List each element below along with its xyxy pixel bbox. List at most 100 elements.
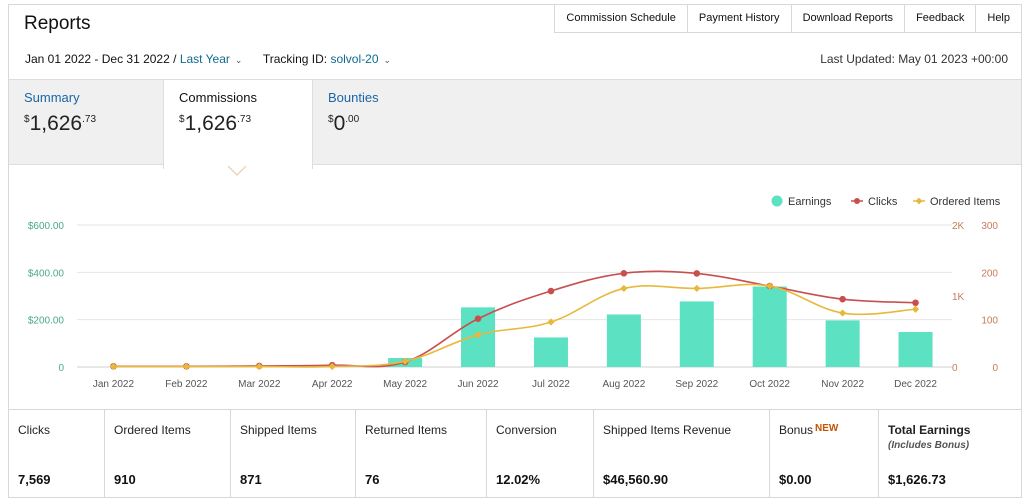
stat-ordered-items: Ordered Items 910 (104, 410, 230, 498)
filter-bar: Jan 01 2022 - Dec 31 2022 / Last Year ⌄ T… (25, 52, 391, 66)
stat-returned-items: Returned Items 76 (355, 410, 486, 498)
earnings-bar (825, 320, 860, 367)
ordered-items-point (255, 362, 263, 371)
tracking-id-label: Tracking ID: (262, 52, 328, 66)
left-axis-tick: 0 (58, 363, 64, 374)
right-axis-items-tick: 200 (981, 268, 998, 279)
period-dropdown[interactable]: Last Year ⌄ (180, 52, 243, 66)
ordered-items-point (547, 318, 555, 326)
tab-summary-label[interactable]: Summary (24, 90, 80, 105)
reports-panel: Reports Commission Schedule Payment Hist… (8, 4, 1022, 498)
x-axis-tick: Jan 2022 (93, 379, 135, 390)
new-badge: NEW (815, 423, 839, 434)
stat-returned-items-value: 76 (365, 472, 380, 487)
stat-clicks: Clicks 7,569 (9, 410, 104, 498)
right-axis-items-tick: 300 (981, 221, 998, 232)
nav-payment-history[interactable]: Payment History (686, 5, 791, 32)
x-axis-tick: Aug 2022 (602, 379, 645, 390)
nav-feedback[interactable]: Feedback (904, 5, 975, 32)
ordered-items-line (113, 283, 916, 368)
stat-returned-items-label: Returned Items (365, 423, 448, 437)
ordered-items-point (839, 309, 847, 317)
legend-clicks-swatch-dot (854, 198, 860, 204)
stat-total-earnings: Total Earnings (Includes Bonus) $1,626.7… (878, 410, 1021, 498)
earnings-bar (606, 314, 641, 367)
ordered-items-point (328, 362, 336, 371)
stat-clicks-value: 7,569 (18, 472, 51, 487)
stat-clicks-label: Clicks (18, 423, 50, 437)
active-tab-caret-icon (227, 165, 247, 176)
tab-commissions[interactable]: Commissions $1,626.73 (163, 80, 313, 169)
stat-ordered-items-label: Ordered Items (114, 423, 191, 437)
stat-shipped-revenue-value: $46,560.90 (603, 472, 669, 487)
tab-bounties-label[interactable]: Bounties (328, 90, 379, 105)
x-axis-tick: Apr 2022 (312, 379, 353, 390)
tab-summary-amount: $1,626.73 (24, 112, 97, 135)
clicks-point (547, 287, 555, 295)
stat-total-earnings-value: $1,626.73 (888, 472, 946, 487)
x-axis-tick: Feb 2022 (165, 379, 208, 390)
stat-total-earnings-label: Total Earnings (888, 423, 971, 437)
right-axis-items-tick: 0 (992, 363, 998, 374)
x-axis-tick: Dec 2022 (894, 379, 937, 390)
clicks-point (474, 315, 482, 323)
stat-ordered-items-value: 910 (114, 472, 136, 487)
chevron-down-icon[interactable]: ⌄ (383, 55, 392, 65)
stat-shipped-items-value: 871 (240, 472, 262, 487)
report-tabs: Summary $1,626.73 Commissions $1,626.73 … (9, 79, 1021, 169)
x-axis-tick: Oct 2022 (749, 379, 790, 390)
ordered-items-point (401, 357, 409, 365)
legend-label: Earnings (788, 196, 832, 208)
earnings-bar (752, 286, 787, 367)
ordered-items-point (182, 362, 190, 371)
tab-commissions-label[interactable]: Commissions (179, 90, 258, 105)
ordered-items-point (109, 362, 118, 371)
stat-shipped-revenue-label: Shipped Items Revenue (603, 423, 732, 437)
nav-commission-schedule[interactable]: Commission Schedule (566, 12, 676, 24)
legend-label: Ordered Items (930, 196, 1001, 208)
tab-bounties[interactable]: Bounties $0.00 (313, 80, 463, 166)
x-axis-tick: Mar 2022 (238, 379, 281, 390)
right-axis-clicks-tick: 0 (952, 363, 958, 374)
tab-summary[interactable]: Summary $1,626.73 (9, 80, 163, 166)
stat-total-earnings-sublabel: (Includes Bonus) (888, 440, 970, 451)
tab-commissions-amount: $1,626.73 (179, 112, 252, 135)
x-axis-tick: Sep 2022 (675, 379, 718, 390)
right-axis-clicks-tick: 1K (952, 292, 965, 303)
chevron-down-icon[interactable]: ⌄ (234, 55, 243, 65)
stat-conversion: Conversion 12.02% (486, 410, 593, 498)
stat-shipped-revenue: Shipped Items Revenue $46,560.90 (593, 410, 769, 498)
earnings-chart: 0 $200.00 $400.00 $600.00 0 1K 2K 0 100 200 300 Jan… (28, 195, 1001, 390)
ordered-items-point (766, 282, 774, 290)
ordered-items-point (693, 284, 701, 293)
stat-conversion-value: 12.02% (496, 472, 541, 487)
date-range-text: Jan 01 2022 - Dec 31 2022 (25, 52, 170, 66)
clicks-line (113, 270, 916, 368)
left-axis-tick: $400.00 (28, 268, 65, 279)
x-axis-tick: Jul 2022 (532, 379, 570, 390)
earnings-bar (679, 301, 714, 367)
tracking-id-dropdown[interactable]: solvol-20 ⌄ (330, 52, 391, 66)
top-nav: Commission Schedule Payment History Down… (554, 5, 1021, 33)
nav-download-reports[interactable]: Download Reports (790, 5, 905, 32)
x-axis-tick: Nov 2022 (821, 379, 864, 390)
legend-earnings-swatch (771, 195, 783, 207)
earnings-bar (898, 331, 933, 367)
last-updated: Last Updated: May 01 2023 +00:00 (820, 52, 1008, 66)
tracking-id-value[interactable]: solvol-20 (330, 52, 379, 66)
right-axis-clicks-tick: 2K (952, 221, 965, 232)
clicks-point (620, 269, 628, 277)
x-axis-tick: May 2022 (383, 379, 427, 390)
left-axis-tick: $200.00 (28, 316, 65, 327)
legend-items-swatch-diamond (915, 197, 923, 205)
period-label[interactable]: Last Year (179, 52, 230, 66)
stat-shipped-items: Shipped Items 871 (230, 410, 355, 498)
clicks-point (839, 295, 846, 303)
date-separator: / (173, 52, 177, 66)
nav-help[interactable]: Help (975, 5, 1021, 32)
left-axis-tick: $600.00 (28, 221, 65, 232)
stat-shipped-items-label: Shipped Items (240, 423, 317, 437)
x-axis-tick: Jun 2022 (457, 379, 499, 390)
stat-bonus-label: Bonus NEW (779, 423, 839, 437)
earnings-bar (533, 337, 568, 367)
